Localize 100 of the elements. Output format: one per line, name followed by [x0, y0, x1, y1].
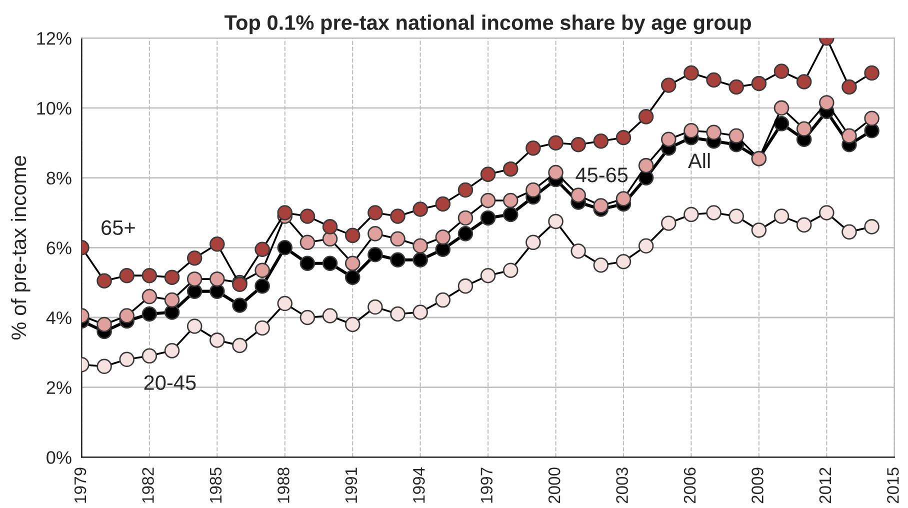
point — [842, 224, 857, 240]
point — [435, 230, 451, 245]
point — [616, 191, 632, 206]
point — [661, 78, 676, 93]
point — [368, 205, 383, 220]
x-tick-label: 2000 — [548, 468, 560, 504]
point — [142, 288, 158, 304]
point — [210, 271, 225, 287]
point — [864, 123, 880, 138]
point — [502, 206, 518, 222]
point — [638, 109, 654, 124]
x-tick-label: 1994 — [413, 467, 425, 503]
point — [322, 231, 338, 247]
point — [96, 316, 112, 332]
series-label: All — [688, 152, 710, 168]
point — [254, 242, 270, 258]
point — [435, 242, 451, 258]
point — [502, 161, 518, 177]
point — [706, 124, 722, 140]
point — [458, 182, 474, 198]
x-tick-label: 1985 — [210, 468, 222, 503]
point — [706, 72, 722, 88]
y-tick-label: 12% — [37, 32, 72, 45]
point — [435, 196, 451, 212]
point — [706, 205, 722, 220]
point — [322, 256, 338, 272]
point — [774, 64, 790, 79]
point — [210, 284, 225, 299]
point — [186, 271, 202, 287]
point — [96, 358, 112, 374]
point — [548, 164, 564, 180]
point — [480, 210, 496, 226]
point — [119, 268, 135, 284]
point — [186, 284, 202, 299]
point — [277, 240, 293, 256]
point — [593, 198, 609, 214]
point — [593, 133, 609, 149]
point — [502, 192, 518, 208]
point — [548, 214, 564, 230]
point — [796, 217, 812, 233]
y-tick-label: 10% — [37, 102, 72, 115]
point — [300, 310, 316, 326]
point — [300, 234, 316, 250]
point — [728, 208, 744, 224]
point — [390, 252, 406, 268]
point — [344, 228, 360, 244]
point — [548, 135, 564, 151]
point — [684, 206, 699, 222]
point — [300, 208, 316, 224]
y-tick-label: 2% — [46, 381, 72, 394]
point — [254, 262, 270, 278]
point — [277, 296, 293, 312]
point — [254, 278, 270, 294]
point — [368, 226, 383, 242]
y-axis-title: % of pre-tax income — [10, 156, 30, 340]
point — [322, 219, 338, 234]
point — [164, 343, 180, 358]
point — [864, 219, 880, 234]
point — [796, 121, 812, 137]
point — [164, 304, 180, 320]
point — [164, 270, 180, 285]
x-tick-label: 2015 — [887, 468, 899, 504]
point — [458, 210, 474, 226]
point — [842, 128, 857, 144]
point — [480, 268, 496, 284]
point — [210, 236, 225, 252]
point — [142, 268, 158, 284]
point — [502, 262, 518, 278]
point — [616, 130, 632, 146]
point — [570, 136, 586, 152]
point — [774, 100, 790, 116]
point — [119, 308, 135, 324]
point — [751, 76, 767, 92]
point — [480, 166, 496, 182]
point — [638, 238, 654, 254]
point — [186, 318, 202, 334]
point — [774, 208, 790, 224]
point — [458, 278, 474, 294]
point — [796, 74, 812, 90]
x-tick-label: 1991 — [345, 468, 358, 503]
point — [300, 256, 316, 272]
point — [368, 246, 383, 262]
x-tick-label: 2012 — [819, 468, 832, 504]
point — [232, 298, 248, 313]
point — [661, 132, 676, 148]
point — [412, 238, 428, 254]
x-tick-label: 2009 — [752, 468, 764, 504]
y-tick-label: 6% — [46, 242, 72, 254]
point — [570, 244, 586, 259]
point — [412, 252, 428, 268]
point — [526, 182, 541, 198]
point — [458, 226, 474, 242]
point — [526, 234, 541, 250]
point — [661, 216, 676, 231]
point — [344, 270, 360, 285]
point — [684, 123, 699, 138]
point — [684, 65, 699, 81]
point — [96, 273, 112, 288]
point — [751, 222, 767, 238]
y-tick-label: 8% — [46, 172, 72, 185]
